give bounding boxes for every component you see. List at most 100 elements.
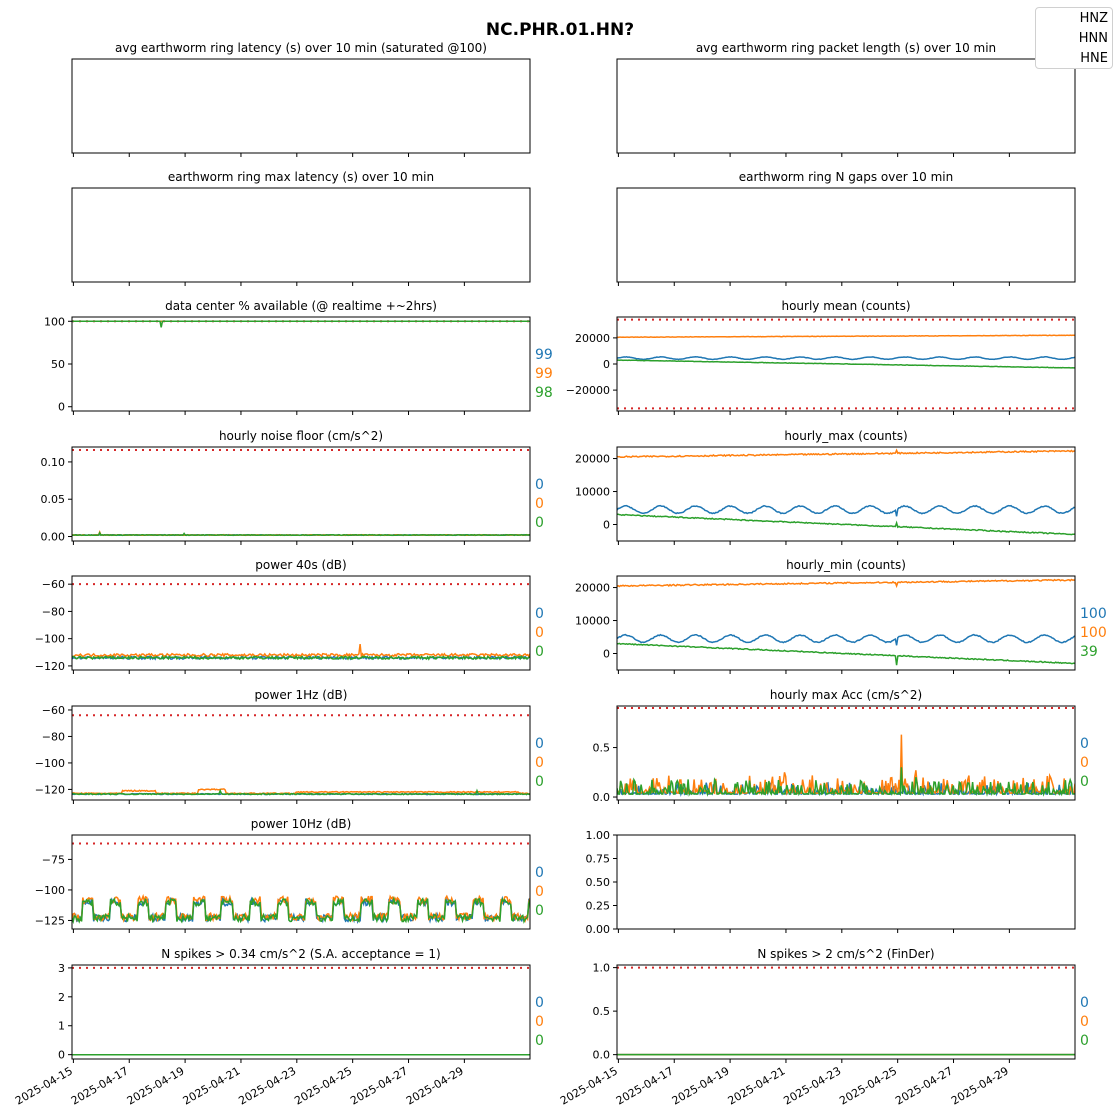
y-tick-label: 0.00 [41, 531, 66, 544]
plot-area [72, 320, 530, 328]
axes-frame [71, 58, 531, 154]
axes-frame [616, 705, 1076, 801]
side-label-hnz: 0 [1080, 736, 1089, 752]
side-label-hnz: 0 [1080, 995, 1089, 1011]
chart-power-1hz: power 1Hz (dB) −120 −100 −80 −60 0 0 0 [35, 688, 544, 804]
side-label-hnn: 100 [1080, 625, 1107, 641]
x-tick-label: 2025-04-29 [949, 1064, 1011, 1107]
side-label-hne: 0 [535, 903, 544, 919]
chart-power-40s: power 40s (dB) −120 −100 −80 −60 0 0 0 [35, 558, 544, 674]
series-line-hnn [617, 448, 1075, 458]
series-line-hnz [617, 356, 1075, 361]
side-label-hnz: 0 [535, 736, 544, 752]
series-line-hnz [617, 633, 1075, 646]
series-line-hnn [617, 334, 1075, 339]
axes-frame [616, 446, 1076, 542]
chart-ring-latency: avg earthworm ring latency (s) over 10 m… [71, 41, 531, 157]
y-tick-label: 0 [603, 358, 610, 371]
chart-hourly-mean: hourly mean (counts) −20000 0 20000 [566, 299, 1076, 415]
x-tick-label: 2025-04-19 [125, 1064, 187, 1107]
side-label-hnn: 0 [1080, 1014, 1089, 1030]
y-tick-label: −100 [35, 633, 65, 646]
axes-frame [71, 316, 531, 412]
series-line-hne [72, 788, 530, 796]
axes-frame [616, 187, 1076, 283]
x-tick-label: 2025-04-23 [781, 1064, 843, 1107]
side-label-hnn: 0 [535, 884, 544, 900]
y-tick-label: 20000 [575, 332, 610, 345]
axes-frame [616, 575, 1076, 671]
axes-frame [71, 187, 531, 283]
chart-empty-panel: 0.00 0.25 0.50 0.75 1.00 [586, 829, 1076, 936]
y-tick-label: −60 [42, 704, 65, 717]
x-tick-label: 2025-04-17 [614, 1064, 676, 1107]
plot-area [72, 966, 530, 1056]
series-line-hne [72, 896, 530, 925]
plot-area [617, 448, 1075, 536]
side-label-hne: 0 [535, 644, 544, 660]
side-label-hnn: 0 [535, 625, 544, 641]
y-tick-label: 0.75 [586, 853, 611, 866]
chart-ring-packet: avg earthworm ring packet length (s) ove… [616, 41, 1076, 157]
axes-frame [616, 964, 1076, 1060]
plot-area [617, 318, 1075, 410]
side-label-hne: 0 [1080, 1033, 1089, 1049]
side-label-hne: 0 [535, 774, 544, 790]
figure-title: NC.PHR.01.HN? [485, 20, 635, 40]
side-label-hnz: 99 [535, 347, 553, 363]
y-tick-label: 10000 [575, 486, 610, 499]
side-label-hnz: 100 [1080, 606, 1107, 622]
y-tick-label: 0.25 [586, 900, 611, 913]
axes-frame [616, 58, 1076, 154]
y-tick-label: 1.0 [593, 962, 611, 975]
chart-ring-gaps: earthworm ring N gaps over 10 min [616, 170, 1076, 286]
chart-availability: data center % available (@ realtime +~2h… [44, 299, 553, 415]
side-label-hne: 0 [535, 1033, 544, 1049]
plot-area [617, 966, 1075, 1056]
axes-frame [71, 834, 531, 930]
plot-area [72, 842, 530, 925]
y-tick-label: 20000 [575, 453, 610, 466]
series-line-hne [72, 654, 530, 661]
y-tick-label: 0.0 [593, 1049, 611, 1062]
y-tick-label: 50 [51, 358, 65, 371]
legend: HNZ HNN HNE [1035, 7, 1113, 69]
chart-noise-floor: hourly noise floor (cm/s^2) 0.00 0.05 0.10 0… [41, 429, 544, 545]
series-line-hne [617, 513, 1075, 536]
plot-area [617, 706, 1075, 797]
y-tick-label: −100 [35, 884, 65, 897]
x-tick-label: 2025-04-29 [404, 1064, 466, 1107]
axes-frame [71, 705, 531, 801]
legend-item-hnn: HNN [1078, 31, 1108, 46]
series-line-hne [72, 320, 530, 328]
plot-area [72, 714, 530, 796]
chart-title: power 1Hz (dB) [255, 688, 348, 702]
side-label-hnn: 99 [535, 366, 553, 382]
side-label-hnz: 0 [535, 606, 544, 622]
chart-title: hourly noise floor (cm/s^2) [219, 429, 383, 443]
y-tick-label: −100 [35, 757, 65, 770]
side-label-hne: 0 [535, 515, 544, 531]
series-line-hne [72, 531, 530, 537]
y-tick-label: −80 [42, 730, 65, 743]
x-tick-label: 2025-04-17 [69, 1064, 131, 1107]
axes-frame [71, 575, 531, 671]
y-tick-label: 0.5 [593, 742, 611, 755]
y-tick-label: 0.0 [593, 791, 611, 804]
x-tick-label: 2025-04-21 [181, 1064, 243, 1107]
y-tick-label: 1.00 [586, 829, 611, 842]
series-line-hnn [617, 734, 1075, 796]
side-label-hne: 39 [1080, 644, 1098, 660]
chart-title: power 10Hz (dB) [251, 817, 352, 831]
y-tick-label: 0.05 [41, 493, 66, 506]
series-line-hnn [617, 578, 1075, 589]
chart-title: N spikes > 0.34 cm/s^2 (S.A. acceptance … [161, 947, 440, 961]
y-tick-label: −60 [42, 578, 65, 591]
side-label-hnn: 0 [535, 755, 544, 771]
y-tick-label: 0.50 [586, 876, 611, 889]
plot-area [617, 578, 1075, 666]
y-tick-label: 0.5 [593, 1005, 611, 1018]
side-label-hne: 98 [535, 385, 553, 401]
x-tick-label: 2025-04-27 [893, 1064, 955, 1107]
series-line-hne [617, 767, 1075, 797]
